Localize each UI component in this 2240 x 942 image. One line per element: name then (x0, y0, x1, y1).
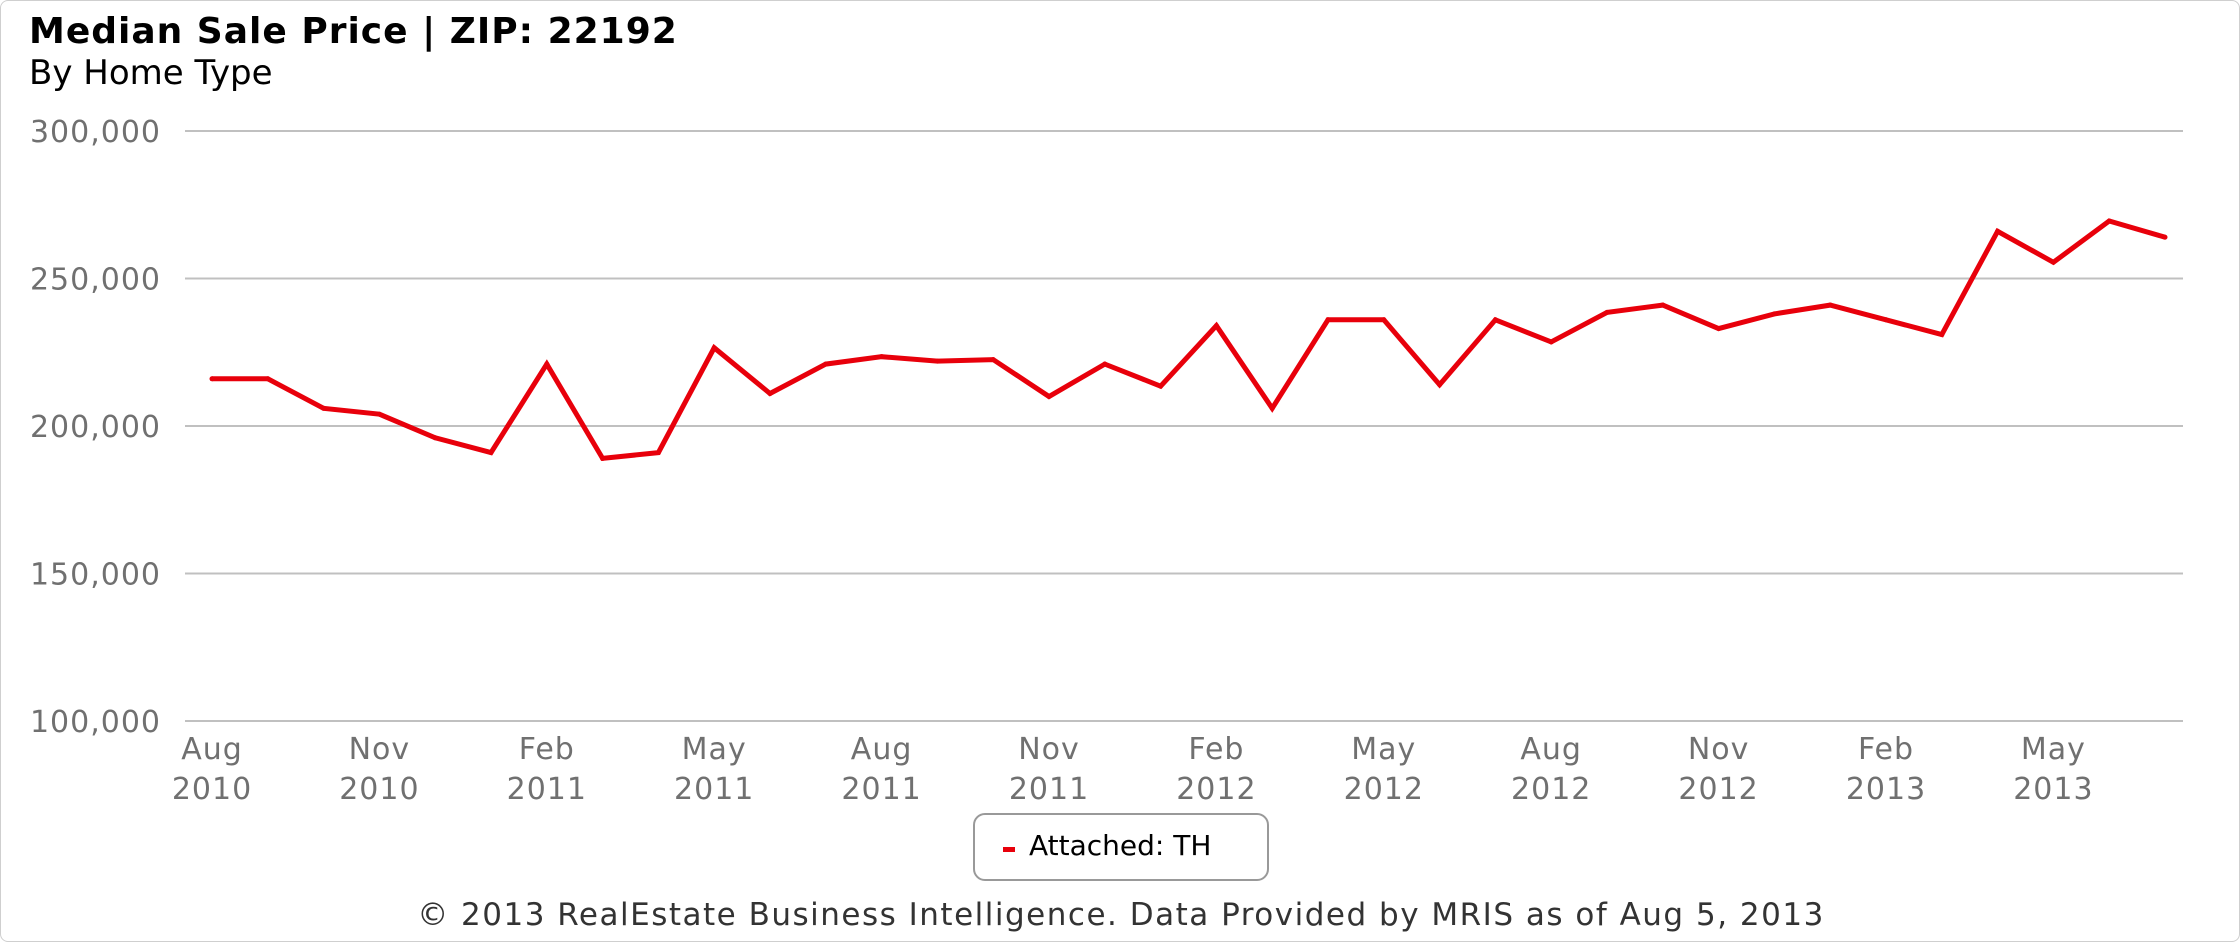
data-point (544, 361, 550, 367)
x-tick-month: Aug (181, 732, 243, 767)
x-tick-month: Nov (349, 732, 411, 767)
x-tick-label: Aug 2011 (841, 732, 921, 807)
x-axis-ticks: Aug 2010 Nov 2010 Feb 2011 May 2011 Aug 2011 Nov 20… (172, 732, 2093, 807)
x-tick-year: 2010 (172, 772, 252, 807)
data-point (1269, 405, 1275, 411)
legend-label-attached-th: Attached: TH (1029, 829, 1212, 862)
x-tick-year: 2011 (507, 772, 587, 807)
data-point (1381, 317, 1387, 323)
x-tick-month: May (682, 732, 747, 767)
x-tick-year: 2011 (674, 772, 754, 807)
data-point (2162, 234, 2168, 240)
x-tick-label: Aug 2012 (1511, 732, 1591, 807)
data-point (1548, 339, 1554, 345)
legend[interactable]: Attached: TH (973, 813, 1269, 881)
y-axis-ticks: 300,000 250,000 200,000 150,000 100,000 (30, 115, 161, 740)
x-tick-month: Feb (519, 732, 575, 767)
chart-subtitle: By Home Type (29, 53, 273, 93)
x-tick-label: Nov 2012 (1678, 732, 1758, 807)
x-tick-label: Feb 2011 (507, 732, 587, 807)
x-tick-month: Nov (1018, 732, 1080, 767)
data-point (265, 376, 271, 382)
x-tick-month: May (1351, 732, 1416, 767)
data-point (1827, 302, 1833, 308)
x-tick-year: 2012 (1678, 772, 1758, 807)
data-point (1213, 323, 1219, 329)
data-point (600, 455, 606, 461)
x-tick-year: 2012 (1511, 772, 1591, 807)
data-point (1660, 302, 1666, 308)
x-tick-label: Feb 2012 (1176, 732, 1256, 807)
data-point (711, 345, 717, 351)
data-point (1771, 311, 1777, 317)
data-point (823, 361, 829, 367)
data-point (1604, 309, 1610, 315)
legend-swatch-attached-th (1003, 847, 1015, 852)
data-point (1492, 317, 1498, 323)
series-line-attached-th (212, 218, 2166, 462)
data-point (1437, 382, 1443, 388)
data-point (2106, 218, 2112, 224)
data-point (1102, 361, 1108, 367)
series-layer (209, 218, 2168, 462)
data-point (1046, 394, 1052, 399)
x-tick-month: Aug (1520, 732, 1582, 767)
data-point (488, 450, 494, 456)
x-tick-label: Feb 2013 (1846, 732, 1926, 807)
data-point (1325, 317, 1331, 323)
data-point (990, 357, 996, 363)
x-tick-month: Feb (1188, 732, 1244, 767)
x-tick-year: 2012 (1176, 772, 1256, 807)
data-point (1716, 326, 1722, 332)
x-tick-month: May (2021, 732, 2086, 767)
chart-title: Median Sale Price | ZIP: 22192 (29, 11, 678, 52)
y-tick-label: 250,000 (30, 263, 161, 298)
x-tick-label: May 2012 (1344, 732, 1424, 807)
data-point (1158, 383, 1164, 389)
x-tick-label: May 2013 (2013, 732, 2093, 807)
data-point (2050, 259, 2056, 265)
x-tick-label: Aug 2010 (172, 732, 252, 807)
y-tick-label: 100,000 (30, 705, 161, 740)
x-tick-month: Feb (1858, 732, 1914, 767)
x-tick-label: Nov 2011 (1009, 732, 1089, 807)
grid-lines (185, 130, 2183, 722)
copyright-footer: © 2013 RealEstate Business Intelligence.… (417, 897, 1825, 933)
x-tick-label: May 2011 (674, 732, 754, 807)
data-point (1939, 332, 1945, 338)
x-tick-month: Aug (851, 732, 913, 767)
y-tick-label: 150,000 (30, 558, 161, 593)
data-point (376, 411, 382, 417)
x-tick-year: 2013 (1846, 772, 1926, 807)
data-point (1995, 228, 2001, 234)
y-tick-label: 300,000 (30, 115, 161, 150)
data-point (767, 391, 773, 397)
data-point (879, 354, 885, 360)
data-point (1883, 317, 1889, 323)
data-point (934, 358, 940, 364)
data-point (655, 450, 661, 456)
x-tick-year: 2011 (1009, 772, 1089, 807)
x-tick-year: 2012 (1344, 772, 1424, 807)
x-tick-year: 2013 (2013, 772, 2093, 807)
data-point (209, 376, 215, 382)
data-point (432, 435, 438, 441)
data-point (321, 405, 327, 411)
x-tick-year: 2010 (339, 772, 419, 807)
y-tick-label: 200,000 (30, 410, 161, 445)
x-tick-year: 2011 (841, 772, 921, 807)
x-tick-month: Nov (1688, 732, 1750, 767)
x-tick-label: Nov 2010 (339, 732, 419, 807)
